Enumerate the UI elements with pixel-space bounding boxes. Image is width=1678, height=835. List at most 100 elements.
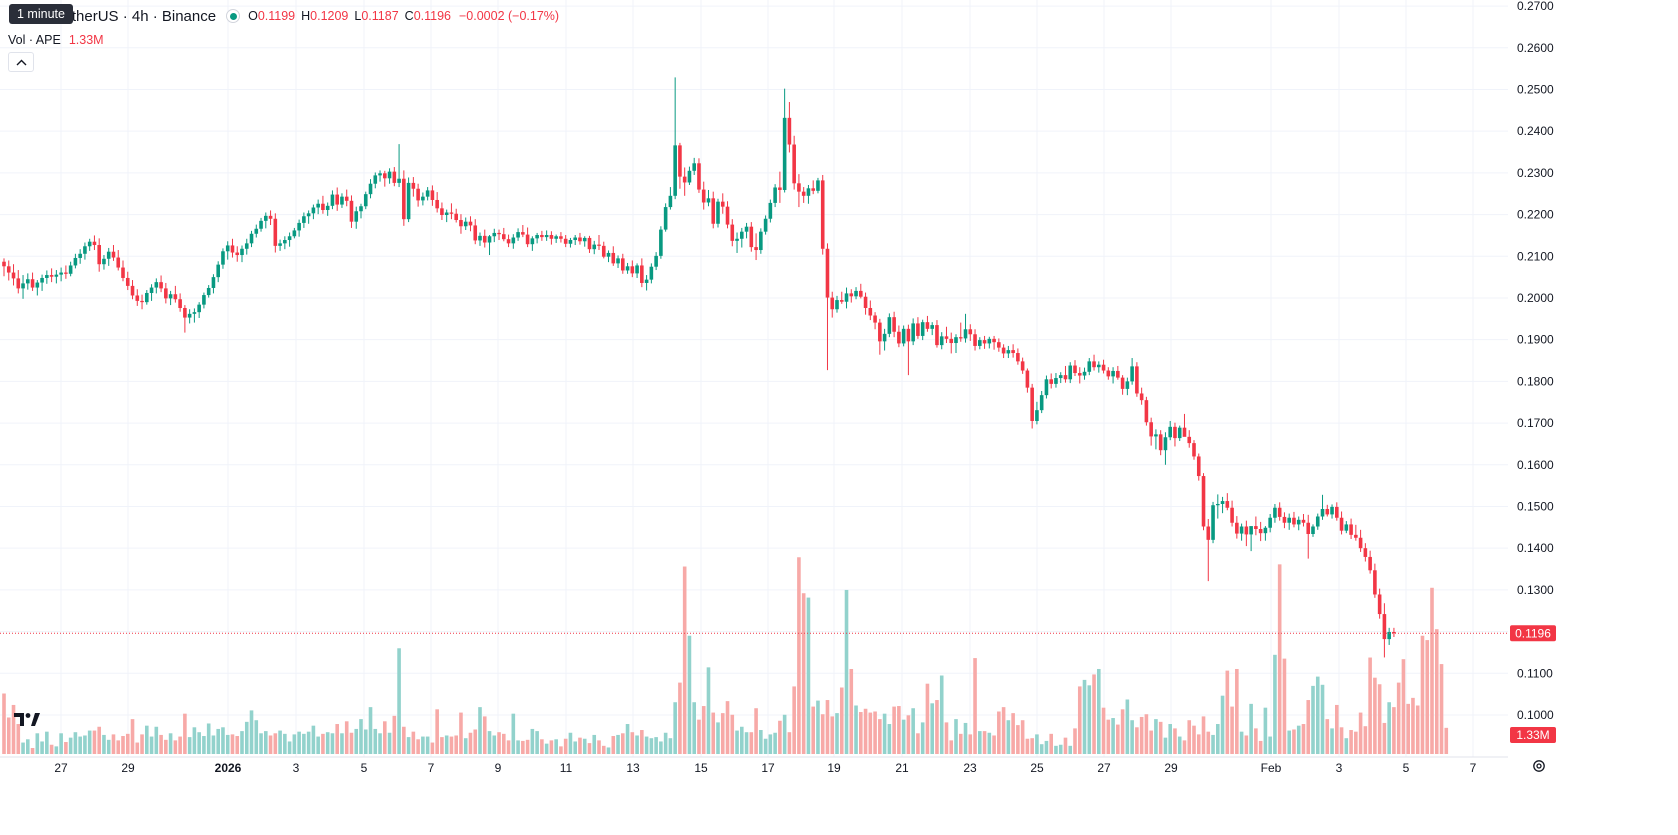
candle-body	[1201, 476, 1206, 527]
volume-bar	[383, 721, 387, 754]
candle-body	[1330, 506, 1334, 515]
volume-bar	[559, 746, 563, 754]
candle-body	[211, 277, 216, 288]
volume-bar	[1054, 745, 1058, 754]
volume-bar	[1149, 730, 1153, 754]
volume-bar	[249, 710, 254, 754]
volume-value: 1.33M	[68, 33, 104, 47]
candle-body	[1144, 400, 1149, 423]
y-tick-label: 0.2300	[1517, 166, 1554, 180]
volume-bar	[1177, 736, 1182, 754]
candle-body	[264, 215, 268, 221]
candle-body	[673, 145, 677, 196]
volume-bar	[340, 733, 344, 754]
volume-bar	[16, 724, 21, 754]
volume-bar	[78, 736, 82, 754]
volume-bar	[654, 737, 658, 754]
volume-bar	[1158, 721, 1163, 754]
interval-tooltip: 1 minute	[9, 4, 73, 24]
volume-bar	[797, 557, 801, 754]
candle-body	[606, 252, 611, 257]
candle-body	[535, 235, 539, 239]
price-axis[interactable]: 0.10000.11000.12000.13000.14000.15000.16…	[1510, 0, 1556, 743]
volume-bar	[216, 728, 220, 754]
volume-bar	[26, 739, 30, 754]
candle-body	[1354, 534, 1358, 538]
candle-body	[1320, 508, 1325, 517]
ohlc-open: O0.1199	[248, 9, 296, 23]
symbol-title[interactable]: TetherUS · 4h · Binance	[56, 7, 217, 25]
candle-body	[687, 170, 692, 183]
candle-body	[1292, 517, 1296, 525]
candle-body	[1282, 516, 1287, 523]
volume-bar	[825, 700, 830, 754]
candle-body	[692, 163, 696, 171]
candle-body	[292, 230, 297, 237]
volume-bar	[302, 733, 306, 754]
volume-bar	[521, 740, 525, 754]
candle-body	[1025, 370, 1030, 388]
volume-bar	[444, 735, 449, 754]
volume-bar	[411, 731, 416, 754]
volume-bar	[1349, 730, 1353, 754]
candle-body	[482, 235, 487, 243]
candle-body	[311, 207, 316, 214]
chevron-up-icon[interactable]	[8, 52, 34, 72]
volume-bar	[168, 733, 173, 754]
x-tick-label: 3	[1336, 761, 1343, 775]
volume-bar	[283, 733, 287, 754]
candle-body	[906, 328, 911, 342]
volume-bar	[221, 727, 225, 754]
volume-bar	[1330, 728, 1334, 754]
candle-body	[473, 225, 478, 241]
volume-bar	[987, 732, 992, 754]
volume-bar	[287, 741, 292, 754]
volume-bar	[839, 687, 844, 754]
volume-bar	[335, 724, 339, 754]
volume-bar	[497, 732, 501, 754]
candle-body	[1035, 410, 1039, 421]
volume-bar	[949, 740, 954, 754]
gear-icon[interactable]	[1531, 758, 1547, 778]
candle-body	[1054, 378, 1058, 384]
candle-body	[778, 187, 782, 190]
x-tick-label: 27	[54, 761, 68, 775]
candle-body	[1268, 517, 1272, 528]
candle-body	[1063, 375, 1068, 380]
volume-bar	[268, 735, 273, 754]
volume-bar	[1239, 731, 1244, 754]
volume-bar	[1049, 733, 1053, 754]
candle-body	[254, 228, 259, 234]
candle-body	[573, 237, 577, 241]
volume-bar	[1211, 734, 1215, 754]
symbol-legend[interactable]: TetherUS · 4h · Binance O0.1199 H0.1209 …	[8, 6, 559, 26]
candle-body	[1368, 556, 1372, 571]
candle-body	[26, 279, 30, 284]
y-tick-label: 0.1500	[1517, 499, 1554, 513]
candle-body	[1139, 393, 1144, 401]
volume-bar	[254, 720, 259, 754]
volume-bar	[901, 719, 906, 754]
market-status-icon[interactable]	[226, 9, 241, 23]
volume-bar	[1035, 734, 1039, 754]
candle-body	[335, 194, 339, 205]
candle-body	[654, 255, 658, 267]
tradingview-logo-icon[interactable]	[14, 711, 44, 737]
candle-body	[102, 258, 106, 265]
candle-body	[640, 265, 644, 283]
volume-bar	[264, 731, 268, 754]
candle-body	[416, 188, 420, 201]
candle-body	[1149, 422, 1153, 437]
candle-body	[749, 226, 754, 248]
volume-bar	[1144, 714, 1149, 754]
candle-body	[549, 235, 554, 239]
candle-body	[968, 329, 973, 335]
volume-bar	[1268, 736, 1272, 754]
volume-bar	[506, 740, 511, 754]
candle-body	[806, 188, 811, 196]
time-axis[interactable]: 27 29 2026 3 5 7 9 11 13 15 17 19 21 23 25 27 29 Feb 3 5 7	[0, 756, 1508, 775]
x-tick-label: 15	[694, 761, 708, 775]
candle-body	[697, 163, 701, 190]
volume-legend[interactable]: Vol · APE 1.33M	[8, 32, 104, 48]
